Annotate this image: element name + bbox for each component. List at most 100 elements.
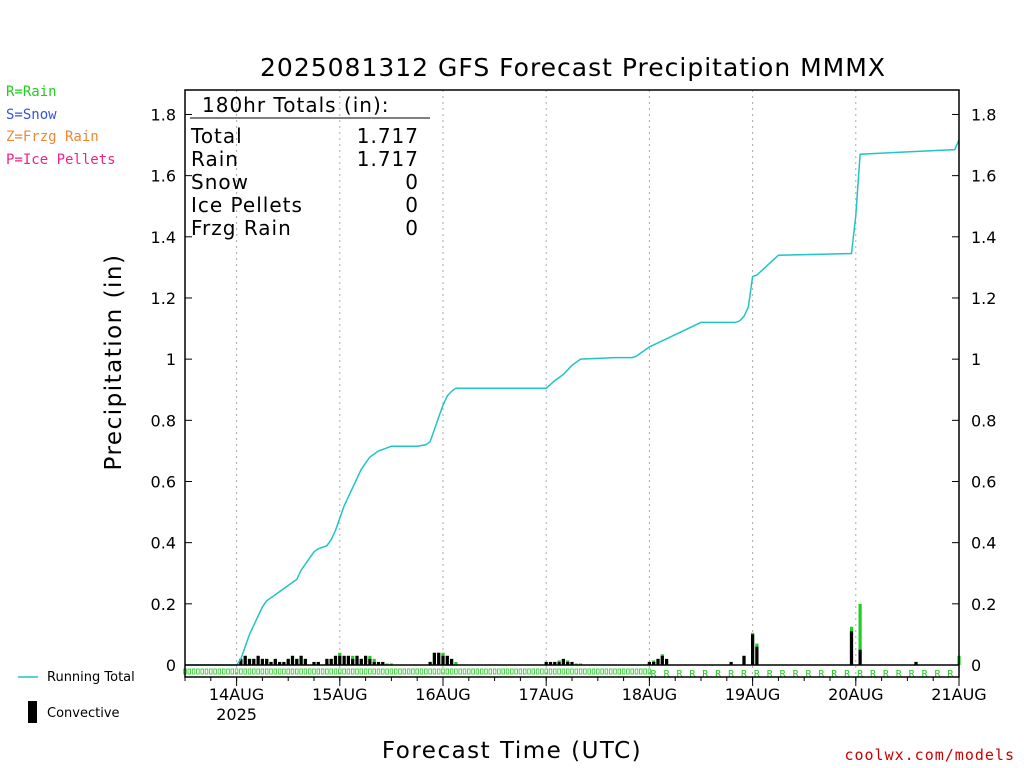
ptype-mark (213, 668, 217, 675)
ptype-mark (647, 668, 652, 675)
ptype-letter: R (896, 669, 903, 680)
ptype-mark (449, 668, 454, 675)
day-gridlines (236, 90, 857, 677)
convective-bar (243, 655, 247, 665)
y-tick-label-left: 1.6 (151, 167, 176, 186)
convective-bar (544, 661, 548, 665)
ptype-mark (458, 668, 462, 675)
y-tick-label-right: 0.6 (971, 472, 996, 491)
ptype-legend-rain: R=Rain (6, 84, 57, 100)
ptype-mark (243, 668, 247, 675)
convective-bar (381, 661, 385, 665)
x-tick-label: 16AUG (415, 685, 470, 704)
ptype-mark (273, 668, 277, 675)
rain-bar (858, 603, 862, 665)
ptype-mark (307, 668, 312, 675)
totals-value-ice-pellets: 0 (405, 193, 419, 217)
ptype-mark (277, 668, 282, 675)
ptype-mark (338, 668, 342, 675)
ptype-mark (471, 668, 475, 675)
credit-link[interactable]: coolwx.com/models (844, 746, 1015, 764)
totals-label-rain: Rain (191, 147, 239, 171)
y-axis-label: Precipitation (in) (101, 254, 127, 471)
convective-bar (312, 661, 316, 665)
convective-bar (652, 661, 656, 665)
convective-bar (269, 661, 273, 665)
convective-bar (445, 655, 449, 665)
ptype-mark (247, 668, 252, 675)
ptype-legend-snow: S=Snow (6, 106, 57, 123)
ptype-mark (389, 668, 394, 675)
ptype-mark (204, 668, 209, 675)
ptype-mark (200, 668, 204, 675)
ptype-mark (600, 668, 604, 675)
x-tick-sublabel: 2025 (216, 705, 257, 724)
convective-bar (359, 658, 363, 665)
ptype-letter: R (689, 669, 696, 680)
convective-bar (260, 658, 264, 665)
ptype-letter: R (844, 669, 851, 680)
x-tick-label: 21AUG (931, 685, 986, 704)
convective-bar (557, 661, 561, 665)
y-tick-label-right: 1.2 (971, 289, 996, 308)
ptype-mark (406, 668, 411, 675)
ptype-mark (260, 668, 265, 675)
ptype-mark (557, 668, 561, 675)
ptype-mark (393, 668, 398, 675)
ptype-mark (252, 668, 256, 675)
y-tick-label-right: 0.4 (971, 534, 996, 553)
ptype-mark (591, 668, 596, 675)
convective-bar (256, 655, 260, 665)
rain-bar (389, 663, 393, 665)
ptype-mark (566, 668, 570, 675)
y-tick-label-left: 1 (166, 350, 176, 369)
ptype-mark (209, 668, 213, 675)
ptype-mark (497, 668, 501, 675)
convective-bar (273, 658, 277, 665)
convective-bar (441, 655, 445, 665)
ptype-mark (363, 668, 368, 675)
ptype-mark (510, 668, 514, 675)
ptype-letter: R (702, 669, 709, 680)
convective-bar (665, 658, 669, 665)
running-total-line (185, 139, 960, 666)
convective-bar (437, 652, 441, 665)
rain-bar (579, 663, 583, 665)
ptype-mark (553, 668, 557, 675)
convective-legend-swatch (28, 701, 37, 723)
convective-bar (329, 658, 333, 665)
ptype-mark (454, 668, 458, 675)
y-tick-label-left: 0.6 (151, 472, 176, 491)
totals-label-total: Total (190, 124, 243, 148)
convective-bar (570, 661, 574, 665)
ptype-mark (501, 668, 505, 675)
convective-bar (376, 661, 381, 665)
ptype-mark (544, 668, 548, 675)
totals-label-snow: Snow (191, 170, 249, 194)
convective-bar (247, 658, 252, 665)
ptype-mark (234, 668, 239, 675)
ptype-mark (342, 668, 346, 675)
ptype-letter: R (947, 669, 954, 680)
ptype-mark (376, 668, 381, 675)
convective-bar (914, 661, 918, 665)
ptype-mark (402, 668, 406, 675)
ptype-letter: R (909, 669, 916, 680)
y-tick-label-left: 0.8 (151, 411, 176, 430)
convective-bar (278, 661, 282, 665)
ptype-mark (484, 668, 488, 675)
ptype-mark (299, 668, 303, 675)
ptype-legend: R=Rain S=Snow Z=Frzg Rain P=Ice Pellets (6, 81, 116, 171)
convective-bar (239, 658, 243, 665)
ptype-letter: R (934, 669, 941, 680)
ptype-mark (419, 668, 424, 675)
convective-bar (656, 658, 660, 665)
ptype-mark (428, 668, 432, 675)
ptype-mark (523, 668, 527, 675)
convective-bar (265, 658, 269, 665)
convective-bar (450, 658, 454, 665)
plot-frame (184, 89, 960, 678)
ptype-mark (488, 668, 492, 675)
ptype-mark (303, 668, 308, 675)
